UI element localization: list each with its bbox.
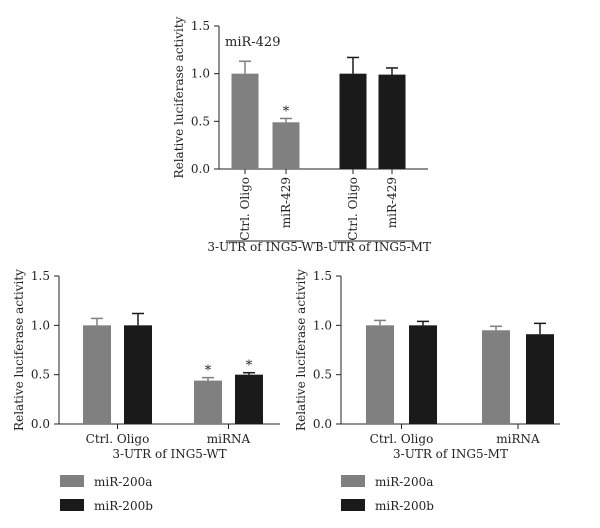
panel-c-bar [482,330,510,424]
panel-c-x-axis-label: 3-UTR of ING5-MT [393,447,508,461]
panel-b-bar [235,374,263,424]
panel-c-y-tick-label: 0.0 [313,417,332,431]
panel-b-legend-swatch [60,475,84,487]
panel-c-legend-swatch [341,499,365,511]
panel-b-x-axis-label: 3-UTR of ING5-WT [112,447,226,461]
panel-a-group-label: 3-UTR of ING5-WT [207,240,321,254]
panel-b-significance-star: * [246,359,253,374]
panel-c-y-tick-label: 1.5 [313,269,332,283]
panel-a-significance-star: * [283,104,290,119]
panel-c-y-tick-label: 1.0 [313,318,332,332]
panel-b-y-tick-label: 0.5 [31,368,50,382]
panel-a-x-tick-label: miR-429 [279,177,293,228]
panel-b-legend-label: miR-200b [94,499,153,513]
panel-c-bar [526,334,554,424]
panel-c-legend-label: miR-200a [375,475,433,489]
panel-a-y-tick-label: 0.5 [191,114,210,128]
panel-c-x-tick-label: Ctrl. Oligo [370,432,434,446]
panel-a-y-tick-label: 0.0 [191,162,210,176]
panel-b-x-tick-label: miRNA [207,432,251,446]
panel-a-x-tick-label: Ctrl. Oligo [238,177,252,241]
panel-a-y-tick-label: 1.5 [191,19,210,33]
panel-b-y-tick-label: 0.0 [31,417,50,431]
panel-b-bar [194,380,222,424]
panel-b-bar [83,325,111,424]
panel-b-legend-swatch [60,499,84,511]
panel-b-y-tick-label: 1.5 [31,269,50,283]
panel-a-bar [378,74,406,169]
panel-a-annotation: miR-429 [225,35,280,50]
panel-b-x-tick-label: Ctrl. Oligo [86,432,150,446]
panel-c-legend-swatch [341,475,365,487]
panel-a-y-tick-label: 1.0 [191,67,210,81]
panel-a-x-tick-label: miR-429 [385,177,399,228]
panel-c-legend-label: miR-200b [375,499,434,513]
panel-b-y-axis-label: Relative luciferase activity [12,269,26,431]
panel-c-y-tick-label: 0.5 [313,368,332,382]
panel-c-y-axis-label: Relative luciferase activity [294,269,308,431]
panel-c-bar [409,325,437,424]
panel-b-y-tick-label: 1.0 [31,318,50,332]
panel-b-bar [124,325,152,424]
panel-a-bar [272,122,300,169]
panel-b-significance-star: * [205,364,212,379]
panel-a-x-tick-label: Ctrl. Oligo [346,177,360,241]
panel-b-legend-label: miR-200a [94,475,152,489]
panel-a-group-label: 3-UTR of ING5-MT [316,240,431,254]
panel-a-bar [339,73,367,169]
panel-a-bar [231,73,259,169]
panel-c-bar [366,325,394,424]
panel-a-y-axis-label: Relative luciferase activity [172,16,186,178]
panel-c-x-tick-label: miRNA [496,432,540,446]
